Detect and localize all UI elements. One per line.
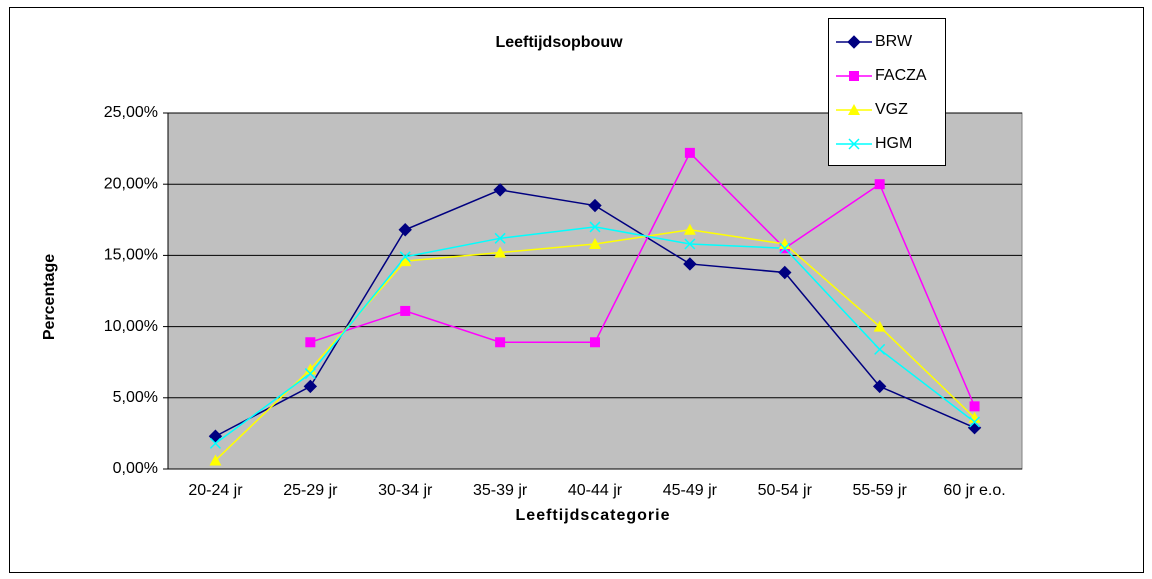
marker [494, 232, 506, 244]
marker [305, 337, 316, 348]
marker [849, 71, 859, 81]
marker [847, 35, 861, 49]
x-tick-label: 50-54 jr [758, 482, 813, 499]
legend-label: HGM [875, 135, 912, 152]
marker [399, 255, 412, 267]
marker [399, 251, 411, 263]
marker [779, 242, 791, 254]
marker [304, 368, 316, 380]
marker [303, 379, 318, 394]
marker [873, 320, 886, 332]
marker [589, 221, 601, 233]
y-tick-label: 0,00% [113, 460, 158, 477]
x-tick-label: 55-59 jr [853, 482, 908, 499]
marker [848, 104, 860, 115]
marker [590, 337, 600, 348]
x-tick-label: 35-39 jr [473, 482, 528, 499]
marker [874, 343, 886, 355]
marker [848, 138, 860, 150]
marker [493, 183, 507, 197]
marker [588, 198, 602, 213]
y-axis-label: Percentage [41, 254, 58, 340]
marker [400, 305, 411, 316]
series-line [310, 151, 976, 407]
x-tick-label: 45-49 jr [663, 482, 718, 499]
marker [683, 257, 697, 271]
marker [874, 179, 885, 190]
marker [872, 379, 887, 394]
marker [969, 401, 980, 412]
y-tick-label: 10,00% [104, 318, 158, 335]
y-tick-label: 5,00% [113, 389, 158, 406]
marker [208, 429, 223, 443]
marker [684, 238, 696, 250]
x-axis-label: Leeftijdscategorie [516, 507, 671, 524]
x-tick-label: 60 jr e.o. [943, 482, 1005, 499]
y-tick-label: 25,00% [104, 104, 158, 121]
legend-label: VGZ [875, 101, 908, 118]
legend-label: FACZA [875, 67, 927, 84]
marker [684, 147, 695, 158]
y-tick-label: 20,00% [104, 175, 158, 192]
plot-area [167, 112, 1023, 470]
legend-label: BRW [875, 33, 913, 50]
y-tick-label: 15,00% [104, 247, 158, 264]
x-tick-label: 40-44 jr [568, 482, 623, 499]
marker [495, 337, 506, 348]
marker [778, 265, 792, 280]
marker [589, 238, 601, 250]
chart-title: Leeftijdsopbouw [495, 34, 623, 51]
marker [209, 437, 221, 449]
x-tick-label: 20-24 jr [188, 482, 243, 499]
marker [209, 454, 222, 466]
x-tick-label: 30-34 jr [378, 482, 433, 499]
marker [398, 223, 412, 237]
marker [683, 223, 696, 235]
x-tick-label: 25-29 jr [283, 482, 338, 499]
marker [969, 416, 981, 428]
marker [494, 246, 507, 258]
legend-box [828, 18, 946, 166]
